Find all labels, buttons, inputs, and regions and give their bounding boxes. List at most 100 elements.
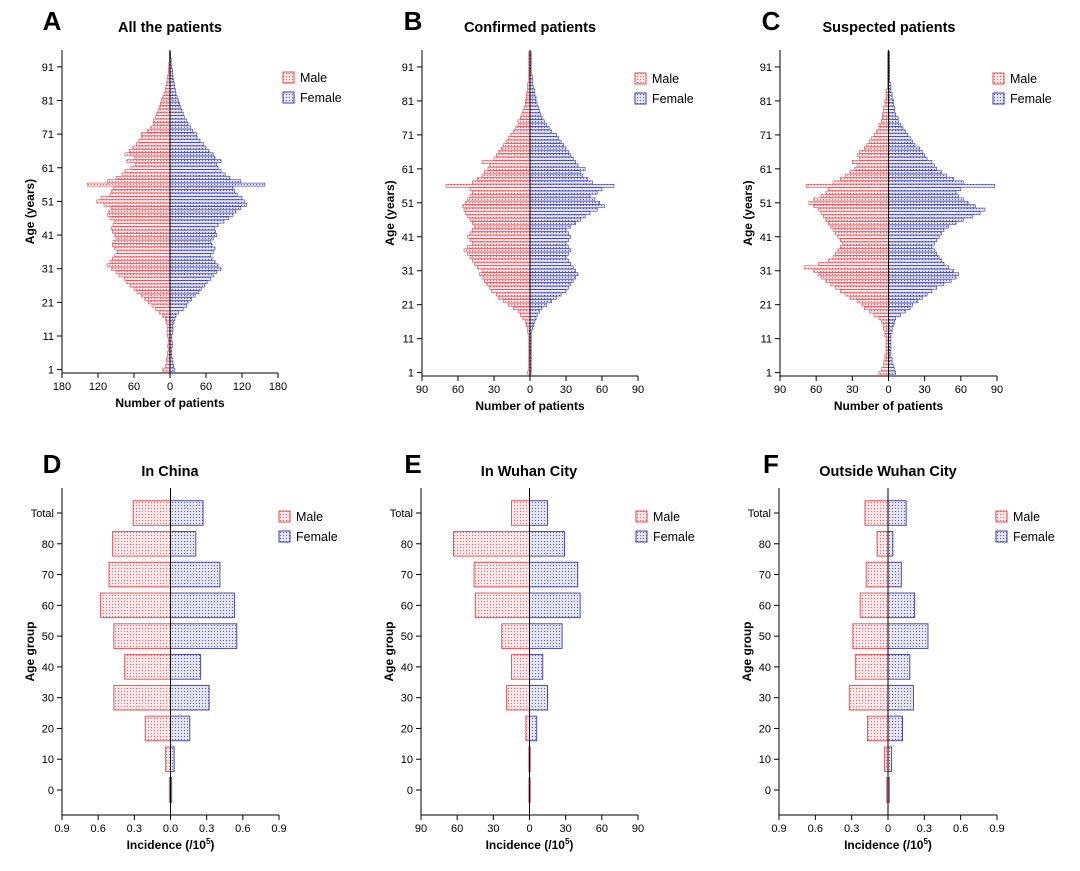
- bar-female: [529, 500, 549, 526]
- y-tick-label: 20: [401, 723, 413, 735]
- bar-male: [839, 245, 889, 249]
- bar-female: [529, 654, 544, 680]
- bar-male: [140, 132, 171, 136]
- x-tick-label: 90: [774, 384, 786, 396]
- bar-female: [888, 146, 921, 151]
- bar-female: [529, 251, 569, 256]
- bar-female: [888, 309, 906, 314]
- bar-female: [529, 99, 537, 103]
- bar-female: [888, 279, 952, 283]
- bar-female: [888, 272, 959, 276]
- bar-male: [136, 290, 171, 295]
- bar-male: [837, 234, 889, 239]
- bar-female: [529, 207, 598, 212]
- x-tick-label: 90: [416, 384, 428, 396]
- bar-female: [169, 192, 238, 197]
- bar-female: [888, 316, 897, 321]
- bar-male: [884, 333, 889, 338]
- bar-male: [882, 116, 889, 120]
- y-tick-label: 81: [42, 95, 54, 107]
- bar-male: [884, 102, 889, 107]
- bar-male: [469, 187, 531, 192]
- bar-male: [842, 241, 889, 246]
- bar-male: [878, 316, 889, 321]
- y-tick-label: 80: [401, 539, 413, 551]
- bar-female: [888, 285, 938, 290]
- bar-male: [464, 211, 531, 215]
- bar-female: [529, 231, 569, 236]
- bar-male: [868, 139, 889, 144]
- bar-female: [529, 204, 605, 209]
- bar-female: [529, 313, 538, 317]
- bar-female: [529, 112, 542, 117]
- bar-male: [883, 109, 889, 113]
- bar-female: [529, 163, 579, 168]
- bar-male: [467, 197, 531, 202]
- bar-female: [888, 214, 974, 219]
- bar-male: [156, 112, 171, 116]
- bar-male: [464, 200, 531, 205]
- bar-female: [888, 116, 899, 120]
- bar-female: [529, 323, 534, 327]
- x-tick-label: 0.9: [271, 823, 286, 835]
- bar-female: [169, 88, 176, 93]
- legend-label-male: Male: [296, 510, 323, 524]
- bar-male: [508, 302, 531, 307]
- bar-female: [887, 684, 914, 711]
- x-tick-label: 0.9: [989, 823, 1004, 835]
- bar-male: [522, 316, 531, 321]
- panel-title: All the patients: [118, 20, 222, 36]
- bar-female: [170, 623, 238, 649]
- bar-female: [169, 202, 248, 207]
- bar-female: [888, 258, 942, 263]
- bar-male: [467, 214, 531, 219]
- bar-male: [112, 223, 171, 227]
- bar-female: [529, 302, 548, 307]
- y-tick-label: 61: [42, 163, 54, 175]
- bar-male: [481, 275, 531, 280]
- bar-female: [888, 306, 911, 310]
- bar-female: [888, 248, 935, 253]
- bar-female: [169, 253, 212, 258]
- bar-male: [878, 126, 889, 130]
- bar-male: [487, 166, 531, 171]
- y-tick-label: 21: [42, 297, 54, 309]
- bar-male: [852, 623, 889, 649]
- bar-male: [510, 654, 530, 680]
- bar-male: [115, 236, 171, 241]
- y-axis-title: Age (years): [23, 179, 37, 244]
- bar-female: [529, 715, 538, 742]
- bar-female: [529, 217, 581, 222]
- bar-female: [529, 160, 576, 164]
- bar-female: [529, 197, 596, 202]
- y-tick-label: 60: [401, 600, 413, 612]
- x-tick-label: 60: [955, 384, 967, 396]
- bar-female: [529, 173, 584, 178]
- bar-male: [109, 216, 171, 221]
- bar-male: [508, 136, 531, 141]
- bar-female: [529, 272, 579, 276]
- bar-male: [115, 176, 171, 180]
- legend-label-female: Female: [1010, 92, 1052, 106]
- bar-male: [835, 251, 889, 256]
- bar-male: [803, 265, 889, 270]
- bar-male: [157, 108, 171, 113]
- y-tick-label: 1: [408, 368, 414, 380]
- bar-female: [888, 326, 893, 331]
- bar-male: [884, 357, 889, 361]
- bar-male: [126, 280, 171, 285]
- bar-female: [888, 122, 901, 127]
- y-tick-label: 51: [402, 198, 414, 210]
- bar-female: [169, 216, 230, 221]
- y-tick-label: 20: [42, 723, 54, 735]
- bar-male: [856, 163, 889, 168]
- x-tick-label: 60: [596, 823, 608, 835]
- bar-female: [169, 78, 174, 83]
- legend-swatch-female: [634, 92, 647, 105]
- bar-male: [849, 170, 889, 175]
- bar-female: [888, 143, 916, 147]
- bar-female: [529, 289, 567, 293]
- bar-female: [888, 207, 986, 212]
- y-tick-label: 40: [401, 662, 413, 674]
